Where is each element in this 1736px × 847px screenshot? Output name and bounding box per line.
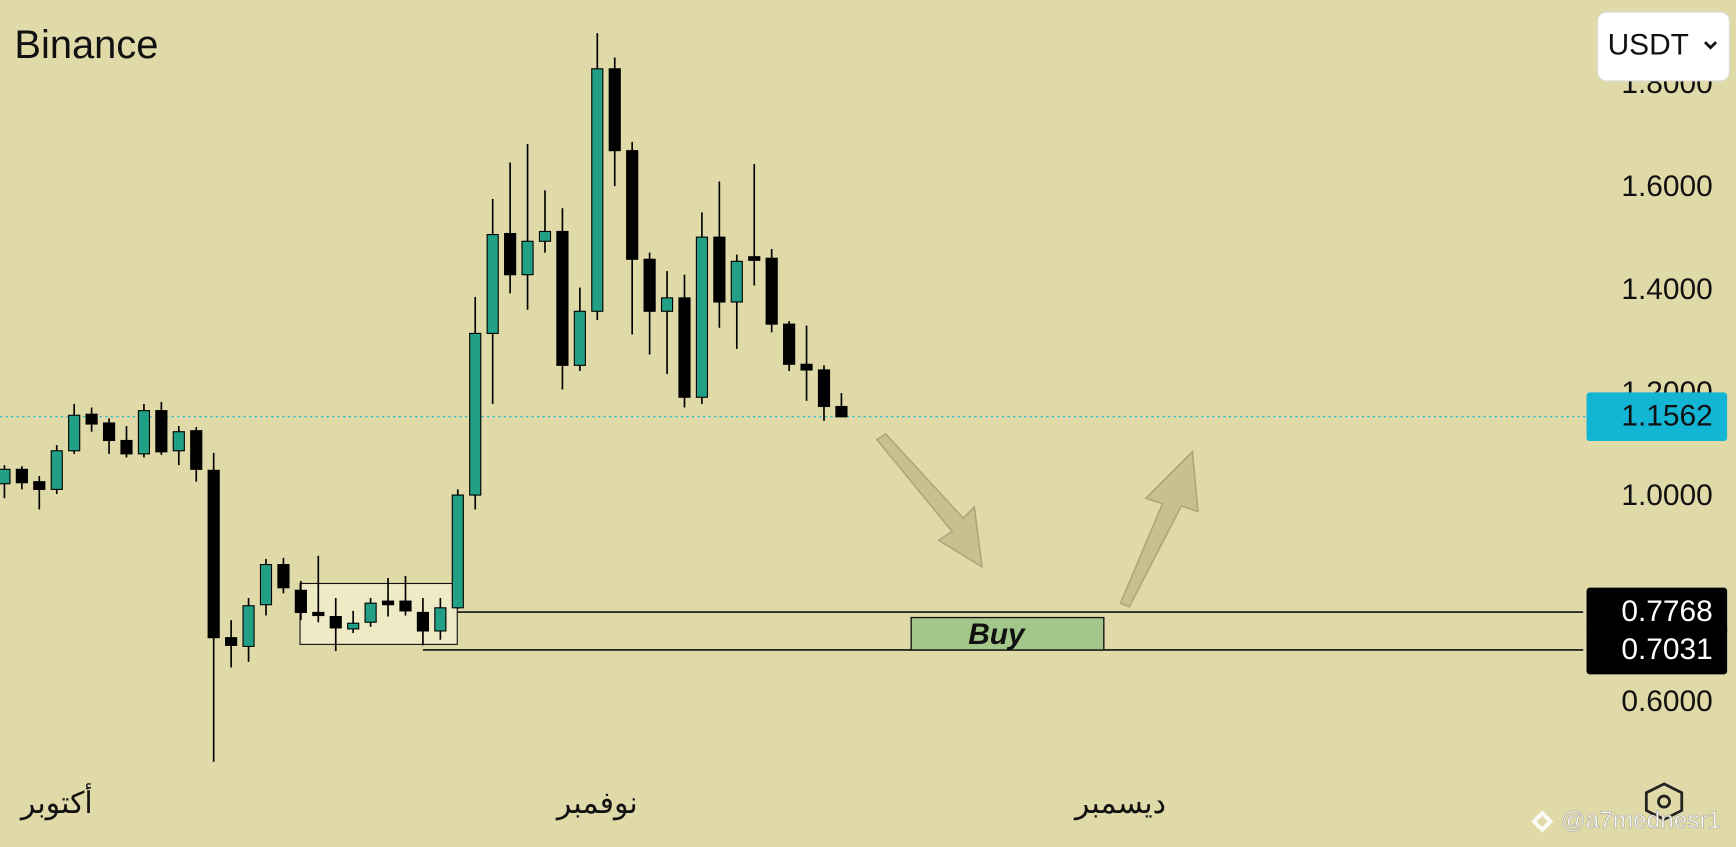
candle-body (294, 589, 307, 613)
y-tick-label: 1.6000 (1621, 170, 1712, 203)
x-tick-label: نوفمبر (555, 787, 638, 821)
watermark-text: @a7mednesr1 (1561, 807, 1721, 834)
candle-body (172, 431, 185, 452)
candle-body (85, 413, 98, 425)
candle-body (434, 607, 447, 632)
candle-body (120, 439, 133, 455)
settings-button[interactable] (1644, 782, 1684, 821)
candle-body (538, 230, 552, 242)
candle-body (190, 430, 203, 470)
level-label-box (1586, 625, 1728, 675)
candle-body (817, 369, 831, 408)
dropdown-caret[interactable] (1704, 41, 1718, 50)
candle-body (504, 232, 517, 276)
candle-body (102, 422, 116, 442)
candle-body (0, 468, 11, 485)
candle-body (678, 297, 691, 398)
candle-body (783, 323, 796, 365)
level-label-box (1586, 587, 1728, 637)
candle-body (591, 68, 604, 312)
y-tick-label: 0.6000 (1621, 685, 1712, 718)
candle-body (695, 236, 709, 398)
candle-body (626, 150, 639, 260)
candle-body (381, 600, 395, 606)
candle-body (68, 414, 81, 452)
candle-body (207, 469, 220, 639)
chart-title: Binance (14, 23, 158, 67)
currency-dropdown[interactable]: USDT (1597, 11, 1730, 82)
candle-body (608, 68, 621, 152)
candle-body (277, 564, 290, 589)
dropdown-label[interactable]: USDT (1608, 28, 1689, 61)
candle-body (469, 332, 482, 496)
candle-body (748, 256, 761, 261)
candle-body (835, 405, 848, 418)
candle-body (416, 611, 430, 632)
candle-body (660, 297, 674, 312)
candle-body (556, 230, 569, 366)
dropdown-box[interactable] (1597, 11, 1730, 82)
candle-body (312, 611, 325, 617)
candle-body (259, 564, 273, 606)
candle-body (242, 605, 255, 647)
buy-label: Buy (968, 618, 1026, 651)
candle-body (15, 468, 28, 484)
candle-body (800, 363, 813, 371)
candle-body (573, 310, 586, 366)
candle-body (364, 602, 377, 623)
candle-body (347, 622, 360, 630)
current-price-label: 1.1562 (1621, 400, 1712, 433)
x-tick-label: أكتوبر (19, 783, 93, 821)
candle-body (329, 615, 342, 629)
watermark: @a7mednesr1 (1531, 807, 1721, 834)
watermark-logo (1531, 810, 1554, 833)
candle-body (521, 240, 534, 276)
candle-body (137, 410, 151, 455)
buy-zone (910, 616, 1105, 651)
candle-body (486, 234, 499, 334)
current-price-label-box (1586, 392, 1728, 442)
level-label: 0.7031 (1621, 633, 1712, 666)
range-box (299, 582, 458, 645)
arrow-up (1119, 449, 1199, 608)
arrow-down (875, 432, 984, 569)
x-tick-label: ديسمبر (1073, 787, 1166, 821)
candle-body (33, 481, 46, 490)
candle-body (765, 257, 778, 325)
candle-body (451, 494, 464, 609)
candle-body (399, 600, 412, 612)
level-label: 0.7768 (1621, 595, 1712, 628)
y-tick-label: 1.0000 (1621, 479, 1712, 512)
candle-body (730, 260, 743, 303)
candle-body (713, 236, 726, 303)
candle-body (643, 258, 656, 312)
settings-icon-center[interactable] (1657, 794, 1671, 809)
candle-body (155, 410, 168, 453)
candle-body (50, 450, 63, 490)
settings-icon[interactable] (1644, 782, 1684, 821)
y-tick-label: 1.4000 (1621, 273, 1712, 306)
candle-body (225, 637, 238, 646)
